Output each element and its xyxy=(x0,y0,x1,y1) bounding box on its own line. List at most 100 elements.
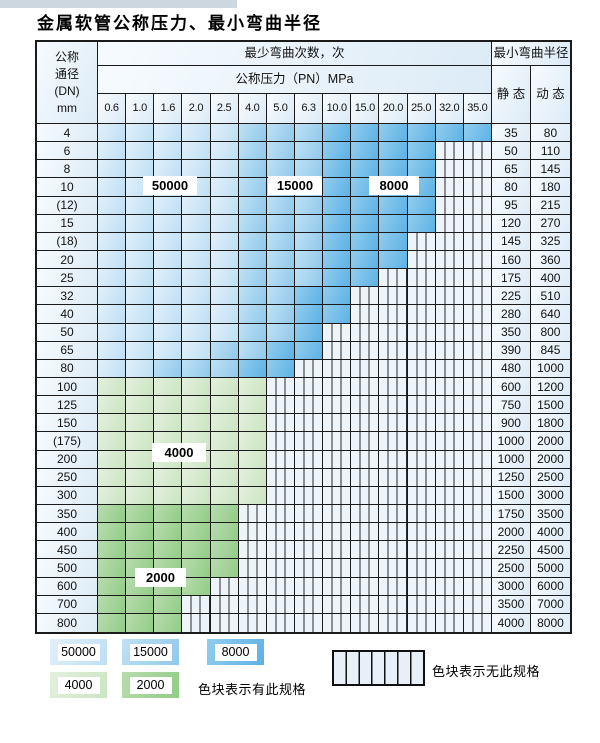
dynamic-radius-cell: 6000 xyxy=(530,577,570,596)
no-spec-cell xyxy=(351,377,380,397)
dn-cell: 50 xyxy=(37,323,98,342)
spec-cell-50000 xyxy=(98,178,127,197)
no-spec-cell xyxy=(463,232,492,251)
dynamic-radius-cell: 400 xyxy=(530,269,570,288)
static-radius-cell: 95 xyxy=(491,196,531,215)
spec-cell-50000 xyxy=(182,196,211,215)
spec-cell-15000 xyxy=(294,232,324,251)
spec-cell-8000 xyxy=(379,214,408,233)
no-spec-cell xyxy=(435,178,464,197)
static-radius-cell: 750 xyxy=(491,396,531,415)
spec-cell-50000 xyxy=(210,214,239,233)
spec-cell-15000 xyxy=(154,359,183,378)
legend-swatch-15000: 15000 xyxy=(122,639,179,665)
dn-header-line: mm xyxy=(57,101,77,115)
no-spec-cell xyxy=(435,323,464,342)
dynamic-radius-cell: 1000 xyxy=(530,359,570,378)
no-spec-cell xyxy=(463,214,492,233)
spec-cell-50000 xyxy=(182,341,211,360)
pressure-tick: 25.0 xyxy=(407,94,436,124)
page-title: 金属软管公称压力、最小弯曲半径 xyxy=(37,14,322,34)
spec-cell-15000 xyxy=(238,341,267,360)
spec-cell-50000 xyxy=(154,269,183,288)
spec-cell-50000 xyxy=(126,196,155,215)
spec-cell-50000 xyxy=(126,323,155,342)
zone-label: 4000 xyxy=(152,443,206,462)
dynamic-column-header: 动 态 xyxy=(530,66,570,124)
pressure-tick: 1.6 xyxy=(154,94,183,124)
no-spec-cell xyxy=(351,359,380,378)
spec-cell-8000 xyxy=(323,269,352,288)
no-spec-cell xyxy=(266,504,295,524)
no-spec-cell xyxy=(463,450,492,469)
no-spec-cell xyxy=(435,269,464,288)
no-spec-cell xyxy=(351,414,380,433)
spec-cell-50000 xyxy=(98,124,127,143)
legend-has-spec-note: 色块表示有此规格 xyxy=(198,682,307,697)
spec-cell-4000 xyxy=(182,468,211,487)
no-spec-cell xyxy=(266,432,295,451)
spec-cell-2000 xyxy=(98,504,127,524)
no-spec-cell xyxy=(323,450,352,469)
spec-cell-8000 xyxy=(323,287,352,306)
no-spec-cell xyxy=(351,396,380,415)
spec-cell-50000 xyxy=(210,196,239,215)
no-spec-cell xyxy=(463,359,492,378)
spec-cell-4000 xyxy=(238,450,267,469)
spec-cell-8000 xyxy=(351,269,380,288)
dn-cell: (12) xyxy=(37,196,98,215)
legend-swatch-label: 15000 xyxy=(129,643,172,661)
spec-cell-8000 xyxy=(379,232,408,251)
spec-cell-15000 xyxy=(238,250,267,270)
spec-cell-50000 xyxy=(154,232,183,251)
pressure-tick: 4.0 xyxy=(238,94,267,124)
nominal-pressure-header: 公称压力（PN）MPa xyxy=(98,66,492,94)
no-spec-cell xyxy=(463,196,492,215)
dn-cell: 500 xyxy=(37,559,98,578)
spec-cell-50000 xyxy=(182,305,211,324)
spec-cell-8000 xyxy=(407,160,436,179)
no-spec-cell xyxy=(266,613,295,632)
no-spec-cell xyxy=(266,450,295,469)
spec-cell-15000 xyxy=(266,269,295,288)
zone-label: 15000 xyxy=(268,176,322,195)
no-spec-cell xyxy=(435,232,464,251)
dynamic-radius-cell: 180 xyxy=(530,178,570,197)
dynamic-radius-cell: 80 xyxy=(530,124,570,143)
spec-cell-8000 xyxy=(323,196,352,215)
no-spec-cell xyxy=(463,504,492,524)
dynamic-radius-cell: 4500 xyxy=(530,541,570,560)
no-spec-cell xyxy=(266,559,295,578)
spec-cell-50000 xyxy=(126,341,155,360)
spec-cell-15000 xyxy=(266,124,295,143)
no-spec-cell xyxy=(435,359,464,378)
spec-cell-2000 xyxy=(126,523,155,542)
spec-cell-8000 xyxy=(435,124,464,143)
dynamic-radius-cell: 110 xyxy=(530,142,570,161)
no-spec-cell xyxy=(407,232,436,251)
spec-cell-50000 xyxy=(182,323,211,342)
dn-cell: 8 xyxy=(37,160,98,179)
dn-cell: 400 xyxy=(37,523,98,542)
no-spec-cell xyxy=(379,377,408,397)
spec-cell-2000 xyxy=(154,595,183,614)
spec-cell-8000 xyxy=(294,305,324,324)
spec-cell-2000 xyxy=(98,559,127,578)
spec-cell-4000 xyxy=(126,450,155,469)
no-spec-cell xyxy=(435,541,464,560)
static-radius-cell: 280 xyxy=(491,305,531,324)
spec-cell-4000 xyxy=(182,486,211,505)
dn-cell: 80 xyxy=(37,359,98,378)
min-bend-radius-header: 最小弯曲半径 xyxy=(491,42,570,66)
spec-cell-15000 xyxy=(294,250,324,270)
spec-cell-4000 xyxy=(238,432,267,451)
legend-swatch-2000: 2000 xyxy=(122,672,179,698)
dn-cell: 25 xyxy=(37,269,98,288)
spec-cell-8000 xyxy=(351,160,380,179)
no-spec-cell xyxy=(463,577,492,596)
spec-cell-50000 xyxy=(182,214,211,233)
spec-cell-15000 xyxy=(238,323,267,342)
no-spec-cell xyxy=(407,541,436,560)
no-spec-cell xyxy=(323,468,352,487)
spec-cell-8000 xyxy=(266,359,295,378)
